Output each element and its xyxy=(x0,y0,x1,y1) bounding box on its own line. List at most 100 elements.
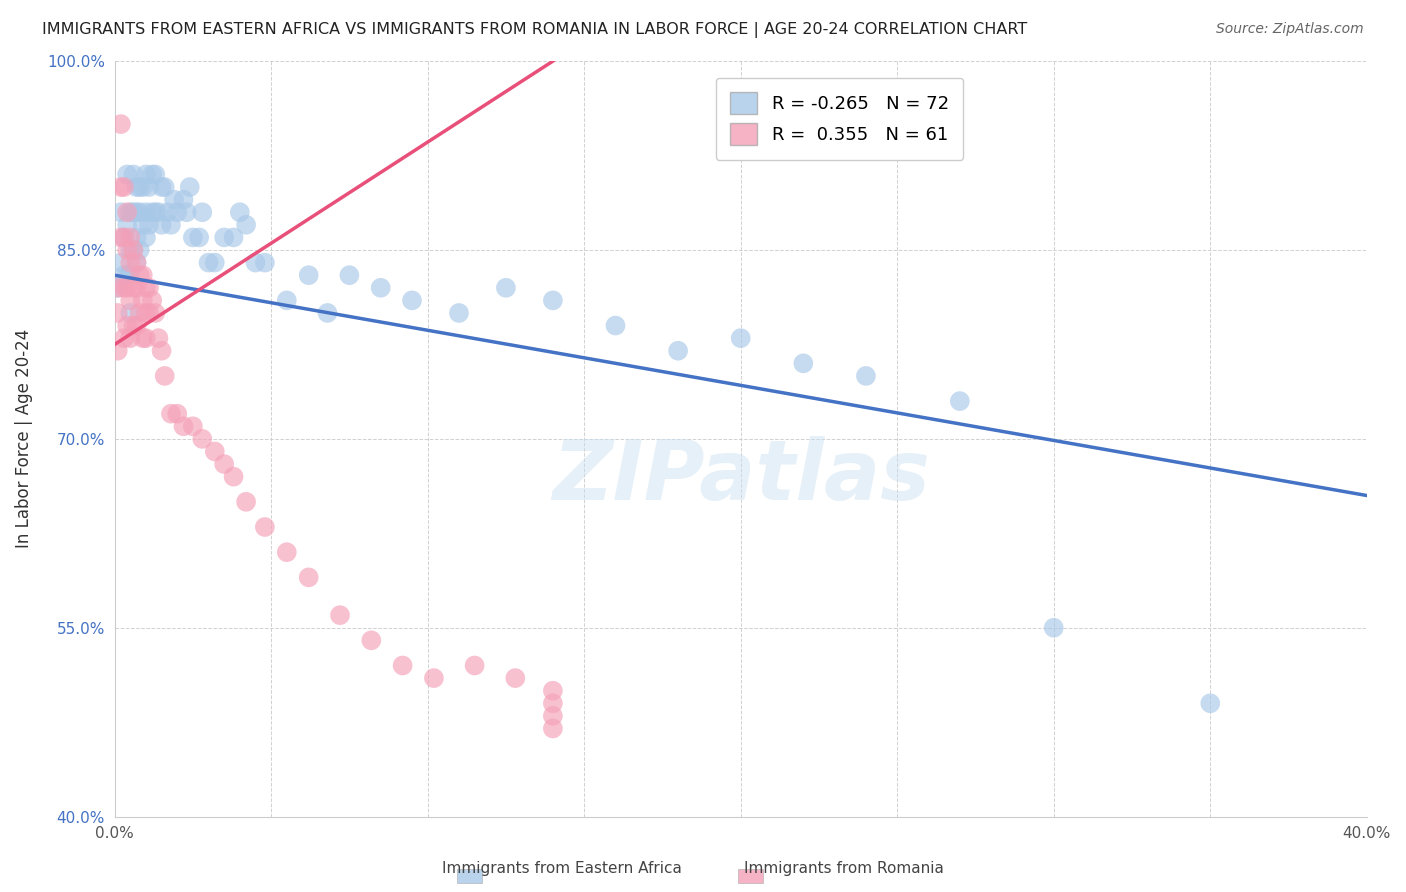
Point xyxy=(391,658,413,673)
Point xyxy=(122,243,145,257)
Point xyxy=(138,306,160,320)
Point xyxy=(141,168,163,182)
Point xyxy=(135,281,157,295)
Y-axis label: In Labor Force | Age 20-24: In Labor Force | Age 20-24 xyxy=(15,329,32,549)
Point xyxy=(150,180,173,194)
Point xyxy=(107,306,129,320)
Point xyxy=(235,218,257,232)
Point xyxy=(115,243,138,257)
Point xyxy=(153,180,176,194)
Point xyxy=(316,306,339,320)
Point xyxy=(298,570,321,584)
Point xyxy=(125,281,148,295)
Point xyxy=(125,180,148,194)
Point xyxy=(855,368,877,383)
Point xyxy=(160,218,183,232)
Point xyxy=(148,331,170,345)
Point xyxy=(360,633,382,648)
Point xyxy=(128,180,150,194)
Point xyxy=(172,419,194,434)
Text: Immigrants from Romania: Immigrants from Romania xyxy=(744,861,943,876)
Point xyxy=(115,168,138,182)
Point xyxy=(666,343,689,358)
Point xyxy=(125,230,148,244)
Point xyxy=(143,205,166,219)
Point xyxy=(143,306,166,320)
Point xyxy=(120,230,142,244)
Point xyxy=(143,168,166,182)
Point xyxy=(135,168,157,182)
Point xyxy=(730,331,752,345)
Point xyxy=(120,268,142,283)
Point xyxy=(112,230,135,244)
Point xyxy=(125,255,148,269)
Point xyxy=(150,343,173,358)
Point xyxy=(150,218,173,232)
Point xyxy=(339,268,361,283)
Point xyxy=(156,205,179,219)
Point xyxy=(329,608,352,623)
Point xyxy=(107,281,129,295)
Point xyxy=(222,469,245,483)
Point xyxy=(212,457,235,471)
Point xyxy=(128,243,150,257)
Point xyxy=(298,268,321,283)
Point xyxy=(541,709,564,723)
Point xyxy=(401,293,423,308)
Point xyxy=(135,306,157,320)
Point xyxy=(112,268,135,283)
Point xyxy=(110,230,132,244)
Point xyxy=(135,331,157,345)
Point xyxy=(181,230,204,244)
Text: Source: ZipAtlas.com: Source: ZipAtlas.com xyxy=(1216,22,1364,37)
Point xyxy=(135,205,157,219)
Point xyxy=(132,293,155,308)
Point xyxy=(125,255,148,269)
Point xyxy=(212,230,235,244)
Point xyxy=(222,230,245,244)
Point xyxy=(122,168,145,182)
Point xyxy=(107,343,129,358)
Point xyxy=(370,281,392,295)
Point xyxy=(191,205,214,219)
Point xyxy=(423,671,446,685)
Point xyxy=(179,180,201,194)
Point xyxy=(128,306,150,320)
Point xyxy=(110,117,132,131)
Point xyxy=(792,356,814,370)
Point xyxy=(125,205,148,219)
Point xyxy=(122,243,145,257)
Point xyxy=(122,318,145,333)
Point xyxy=(112,281,135,295)
Point xyxy=(110,180,132,194)
Point xyxy=(141,293,163,308)
Point xyxy=(495,281,517,295)
Point xyxy=(166,407,188,421)
Point xyxy=(120,293,142,308)
Text: IMMIGRANTS FROM EASTERN AFRICA VS IMMIGRANTS FROM ROMANIA IN LABOR FORCE | AGE 2: IMMIGRANTS FROM EASTERN AFRICA VS IMMIGR… xyxy=(42,22,1028,38)
Point xyxy=(229,205,252,219)
Point xyxy=(176,205,198,219)
Point xyxy=(141,205,163,219)
Point xyxy=(115,318,138,333)
Point xyxy=(204,255,226,269)
Point xyxy=(163,193,186,207)
Point xyxy=(125,318,148,333)
Point xyxy=(464,658,486,673)
Point xyxy=(112,180,135,194)
Point xyxy=(235,495,257,509)
Point xyxy=(253,255,276,269)
Point xyxy=(132,218,155,232)
Point xyxy=(107,281,129,295)
Point xyxy=(245,255,267,269)
Point xyxy=(110,255,132,269)
Text: ZIPatlas: ZIPatlas xyxy=(551,436,929,517)
Point xyxy=(128,205,150,219)
Point xyxy=(128,268,150,283)
Point xyxy=(1199,696,1222,710)
Point xyxy=(541,722,564,736)
Point xyxy=(181,419,204,434)
Point xyxy=(132,180,155,194)
Point xyxy=(541,293,564,308)
Point xyxy=(253,520,276,534)
